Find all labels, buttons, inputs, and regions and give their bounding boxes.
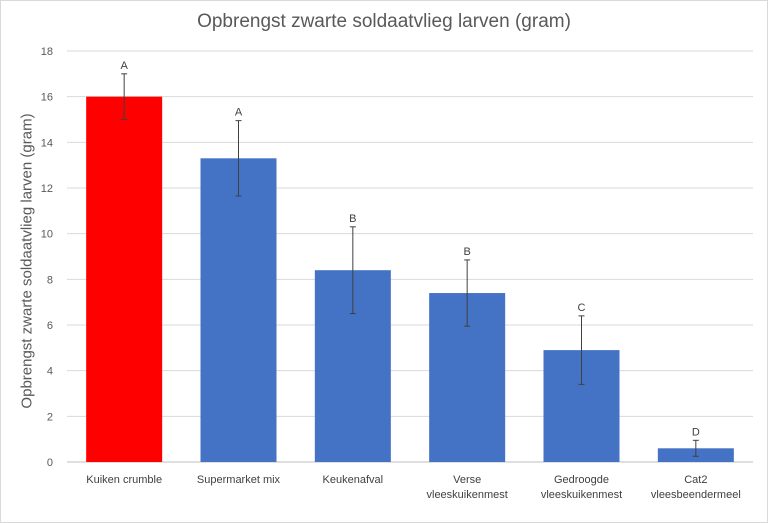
y-tick-label: 0: [47, 457, 53, 469]
significance-label: A: [235, 107, 243, 119]
y-tick-label: 18: [41, 46, 53, 58]
x-tick-label: Gedroogde: [554, 474, 609, 486]
x-tick-label: vleeskuikenmest: [541, 489, 622, 501]
x-tick-label: vleesbeendermeel: [651, 489, 741, 501]
y-tick-label: 10: [41, 229, 53, 241]
significance-label: B: [463, 246, 470, 258]
x-tick-label: Supermarket mix: [197, 474, 281, 486]
significance-label: D: [692, 426, 700, 438]
y-tick-label: 16: [41, 92, 53, 104]
bar: [86, 96, 163, 463]
chart-title: Opbrengst zwarte soldaatvlieg larven (gr…: [197, 11, 571, 32]
x-tick-label: Kuiken crumble: [86, 474, 162, 486]
significance-label: A: [120, 60, 128, 72]
y-tick-label: 6: [47, 320, 53, 332]
bar: [200, 158, 277, 463]
y-tick-label: 14: [41, 137, 53, 149]
y-tick-label: 8: [47, 274, 53, 286]
x-tick-label: Verse: [453, 474, 481, 486]
x-tick-label: Cat2: [684, 474, 707, 486]
y-tick-label: 4: [47, 366, 53, 378]
x-tick-label: Keukenafval: [323, 474, 384, 486]
y-tick-label: 2: [47, 411, 53, 423]
significance-label: B: [349, 213, 356, 225]
y-tick-label: 12: [41, 183, 53, 195]
x-tick-label: vleeskuikenmest: [427, 489, 508, 501]
significance-label: C: [578, 302, 586, 314]
